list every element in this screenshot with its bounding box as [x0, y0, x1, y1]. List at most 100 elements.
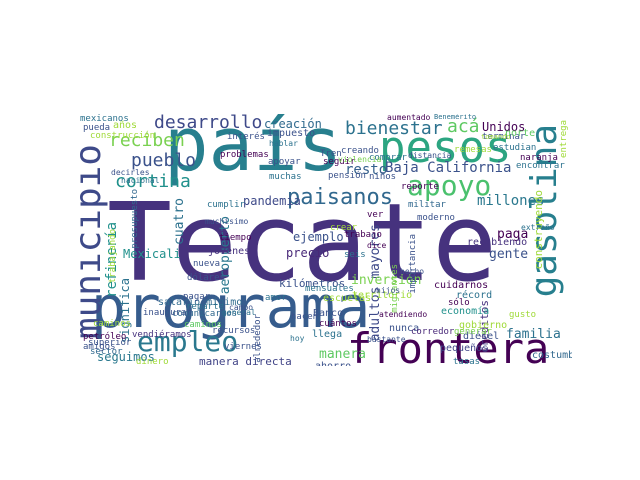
- word-territorio: territorio: [352, 290, 413, 301]
- word-banco: Banco: [313, 308, 344, 319]
- word-petroleo: petróleo: [83, 332, 127, 342]
- word-atendiendo: atendiendo: [379, 310, 428, 319]
- word-seguir: seguir: [323, 157, 356, 167]
- word-mensuales: mensuales: [305, 284, 354, 294]
- word-tomando: tomando: [481, 133, 511, 141]
- word-importancia: importancia: [408, 234, 418, 294]
- word-gusto: gusto: [509, 310, 537, 320]
- word-comunicarnos: comunicarnos: [172, 309, 238, 319]
- word-caminos: caminos: [93, 319, 131, 329]
- word-mexicali: Mexicali: [123, 247, 181, 261]
- word-viernes: viernes: [224, 342, 262, 352]
- word-pueblo: pueblo: [131, 150, 197, 171]
- word-economia: economía: [441, 306, 490, 317]
- word-moderno: moderno: [417, 213, 455, 223]
- word-hecho: hecho: [400, 267, 425, 276]
- word-inaugurar: inaugurar: [143, 308, 192, 318]
- word-construccion: construcción: [90, 131, 156, 141]
- word-dolares: dólares: [187, 273, 225, 283]
- word-violencia: violencia: [338, 155, 382, 164]
- word-millones: millones: [477, 193, 545, 209]
- word-cortina: cortina: [115, 171, 191, 192]
- word-remesas: remesas: [454, 145, 492, 155]
- word-pais: país: [164, 114, 343, 188]
- word-cuidarnos: cuidarnos: [434, 280, 489, 291]
- word-vendieramos: vendiéramos: [132, 330, 192, 340]
- word-amigos: amigos: [83, 342, 116, 352]
- word-campo: campo: [229, 303, 254, 312]
- word-cuatro: cuatro: [172, 198, 187, 245]
- word-desarrollo: desarrollo: [154, 114, 263, 133]
- word-creando: creando: [341, 146, 379, 156]
- word-superior: superior: [88, 338, 132, 348]
- word-general: general: [222, 308, 256, 317]
- word-tiempo: tiempo: [219, 233, 252, 243]
- word-pagar: pagar: [183, 292, 211, 302]
- word-hijos: hijos: [376, 286, 401, 295]
- word-hacen: hacen: [291, 312, 319, 322]
- word-recursos: recursos: [212, 326, 256, 336]
- word-inversion: inversión: [351, 273, 422, 288]
- word-generar: generar: [454, 327, 492, 337]
- word-ejemplo: ejemplo: [293, 230, 344, 244]
- word-tecate: Tecate: [107, 181, 498, 306]
- word-manera: manera: [319, 347, 366, 362]
- word-nacional: nacional: [121, 176, 160, 185]
- word-pandemia: pandemia: [243, 194, 301, 208]
- word-sector: sector: [90, 347, 123, 357]
- word-reporte: reporte: [401, 182, 439, 192]
- word-crear: crear: [330, 223, 358, 233]
- word-ver: ver: [367, 210, 384, 220]
- word-aumentado: aumentado: [387, 114, 431, 122]
- word-estudian: estudian: [493, 143, 537, 153]
- word-kilometros: kilómetros: [279, 277, 346, 290]
- word-unidos: Unidos: [482, 120, 526, 134]
- word-apoyo: apoyo: [407, 169, 492, 202]
- word-paisanos: paisanos: [287, 185, 393, 210]
- word-aca: acá: [447, 116, 480, 137]
- word-ninos: niños: [369, 172, 397, 182]
- word-caminos: caminos: [184, 320, 222, 330]
- word-gobierno: gobierno: [459, 320, 508, 331]
- word-nueva: nueva: [193, 259, 221, 269]
- word-recibiendo: recibiendo: [467, 237, 528, 248]
- word-pequenos: pequeños: [440, 343, 489, 354]
- word-distancia: distancia: [408, 151, 452, 160]
- word-amor: amor: [265, 293, 287, 303]
- word-gente: gente: [489, 247, 529, 262]
- word-trabajo: trabajo: [344, 230, 382, 240]
- word-extrano: extraño: [521, 223, 555, 232]
- word-encontrar: encontrar: [516, 161, 565, 171]
- word-dice: dice: [367, 241, 387, 250]
- word-anos: años: [113, 120, 138, 131]
- word-interes: interés: [227, 132, 265, 142]
- word-trabajando: trabajando: [108, 229, 118, 284]
- word-llega: llega: [312, 329, 343, 340]
- word-naranja: naranja: [520, 153, 558, 163]
- word-cloud: Tecate programa país pesos frontera gasolina m…: [79, 114, 572, 366]
- word-mexicanos: mexicanos: [80, 114, 129, 124]
- word-militar: militar: [408, 200, 446, 210]
- word-tren: Tren: [320, 149, 342, 159]
- word-comprar: comprar: [369, 153, 407, 163]
- word-dinero: dinero: [136, 357, 169, 367]
- word-precio: precio: [286, 246, 330, 260]
- word-ahorro: ahorro: [315, 362, 351, 367]
- word-pueda: pueda: [83, 123, 111, 133]
- word-paga: paga: [497, 227, 529, 242]
- word-creacion: creación: [264, 117, 322, 131]
- word-cuantos: cuántos: [319, 319, 357, 329]
- word-alrededor: alrededor: [253, 314, 263, 363]
- word-pesos: pesos: [379, 122, 512, 173]
- word-tasas: tasas: [453, 357, 481, 367]
- word-seis: seis: [344, 250, 366, 260]
- word-hoy: hoy: [290, 334, 305, 343]
- word-record: récord: [456, 290, 493, 301]
- word-terminar: terminar: [482, 132, 526, 142]
- word-jovenes: jóvenes: [208, 246, 251, 257]
- word-empleo: empleo: [137, 325, 239, 358]
- word-seguimos: seguimos: [97, 350, 155, 364]
- word-bienestar: bienestar: [345, 118, 443, 139]
- word-nunca: nunca: [389, 323, 420, 334]
- word-muchisimo: muchísimo: [205, 217, 249, 226]
